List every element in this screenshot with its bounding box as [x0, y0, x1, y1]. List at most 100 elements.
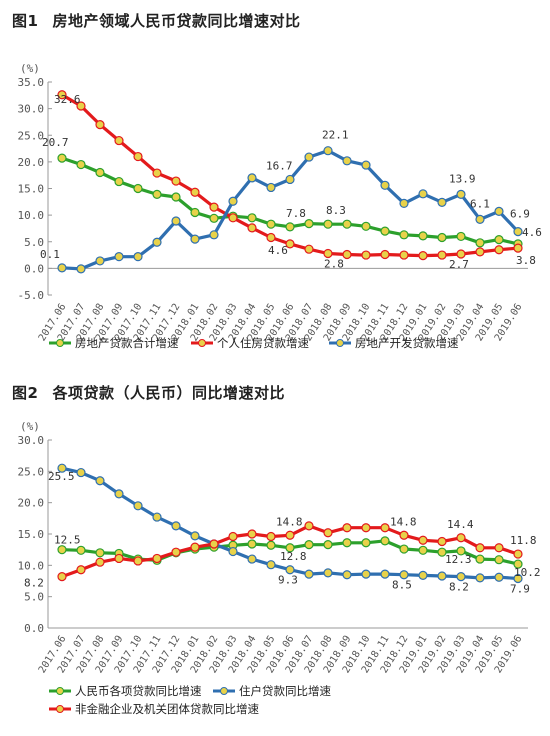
- data-point: [323, 248, 333, 259]
- data-label: 8.3: [326, 204, 346, 217]
- data-point: [114, 489, 124, 499]
- data-label: 14.8: [390, 515, 417, 528]
- data-point: [247, 554, 257, 564]
- data-point: [437, 197, 447, 207]
- legend-item: 人民币各项贷款同比增速: [48, 683, 202, 699]
- data-point: [418, 189, 428, 199]
- data-label: 12.3: [445, 553, 472, 566]
- data-label: 8.2: [24, 577, 44, 590]
- data-point: [513, 243, 523, 253]
- data-point: [399, 198, 409, 209]
- data-point: [133, 556, 143, 566]
- data-point: [190, 187, 200, 197]
- data-point: [361, 250, 371, 260]
- data-point: [380, 536, 390, 546]
- chart-2-svg: (%)0.05.010.015.020.025.030.02017.062017…: [18, 420, 541, 675]
- y-unit-label: (%): [20, 420, 40, 433]
- data-point: [57, 153, 67, 163]
- legend-swatch: [49, 687, 71, 695]
- data-label: 20.7: [42, 136, 69, 149]
- data-point: [380, 523, 390, 533]
- data-point: [513, 549, 523, 559]
- data-point: [114, 135, 124, 146]
- data-point: [247, 539, 257, 549]
- data-point: [380, 249, 390, 260]
- legend-swatch-marker: [56, 687, 64, 695]
- data-point: [247, 173, 257, 183]
- legend-label: 住户贷款同比增速: [239, 684, 331, 698]
- data-point: [418, 570, 428, 580]
- y-tick-label: 0.0: [24, 262, 44, 275]
- legend-item: 住户贷款同比增速: [212, 683, 331, 699]
- data-point: [323, 219, 333, 229]
- legend-label: 个人住房贷款增速: [217, 336, 309, 350]
- legend-label: 人民币各项贷款同比增速: [75, 684, 202, 698]
- figure-2-title: 图2 各项贷款（人民币）同比增速对比: [12, 382, 285, 403]
- data-point: [456, 249, 466, 259]
- data-point: [323, 146, 333, 156]
- data-point: [437, 547, 447, 557]
- y-tick-label: 35.0: [18, 76, 45, 89]
- data-point: [494, 235, 504, 245]
- data-point: [266, 232, 276, 243]
- legend-swatch-marker: [56, 339, 64, 347]
- data-label: 6.1: [470, 197, 490, 210]
- data-point: [95, 476, 105, 486]
- data-point: [76, 545, 86, 555]
- data-point: [76, 159, 86, 170]
- data-point: [209, 539, 219, 549]
- y-tick-label: 10.0: [18, 559, 45, 572]
- legend-swatch: [213, 687, 235, 695]
- legend-swatch: [49, 705, 71, 713]
- data-point: [152, 168, 162, 178]
- data-point: [418, 250, 428, 261]
- y-tick-label: 0.0: [24, 622, 44, 635]
- data-point: [190, 234, 200, 244]
- y-unit-label: (%): [20, 62, 40, 75]
- data-point: [190, 531, 200, 541]
- data-point: [342, 523, 352, 533]
- data-point: [266, 219, 276, 229]
- data-label: 32.6: [54, 93, 81, 106]
- data-point: [266, 182, 276, 193]
- data-point: [456, 533, 466, 543]
- data-point: [76, 264, 86, 274]
- data-point: [95, 548, 105, 558]
- data-point: [399, 570, 409, 580]
- legend-swatch: [329, 339, 351, 347]
- data-point: [323, 568, 333, 578]
- data-point: [494, 206, 504, 216]
- data-point: [266, 560, 276, 570]
- data-point: [456, 572, 466, 582]
- figure-2-number: 图2: [12, 384, 39, 402]
- data-point: [494, 572, 504, 582]
- data-point: [57, 572, 67, 582]
- data-point: [494, 245, 504, 255]
- data-point: [304, 152, 314, 162]
- data-label: 3.8: [516, 254, 536, 267]
- data-point: [494, 543, 504, 553]
- data-point: [361, 160, 371, 170]
- data-point: [380, 180, 390, 190]
- data-point: [342, 538, 352, 548]
- y-tick-label: 10.0: [18, 209, 45, 222]
- data-label: 11.8: [510, 534, 537, 547]
- data-point: [247, 223, 257, 233]
- data-point: [95, 119, 105, 130]
- data-point: [209, 230, 219, 240]
- y-tick-label: 15.0: [18, 183, 45, 196]
- legend-label: 房地产开发贷款增速: [355, 336, 459, 350]
- data-point: [76, 101, 86, 111]
- data-point: [95, 167, 105, 178]
- data-label: 16.7: [266, 159, 293, 172]
- data-point: [418, 231, 428, 241]
- data-point: [266, 531, 276, 542]
- data-point: [285, 239, 295, 249]
- data-point: [456, 189, 466, 199]
- data-label: 2.7: [449, 258, 469, 271]
- data-point: [437, 250, 447, 260]
- data-label: 4.6: [268, 244, 288, 257]
- data-point: [475, 238, 485, 248]
- legend-item: 房地产贷款合计增速: [48, 335, 179, 351]
- data-point: [342, 570, 352, 580]
